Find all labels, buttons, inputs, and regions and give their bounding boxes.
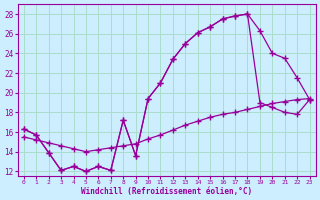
X-axis label: Windchill (Refroidissement éolien,°C): Windchill (Refroidissement éolien,°C)	[81, 187, 252, 196]
